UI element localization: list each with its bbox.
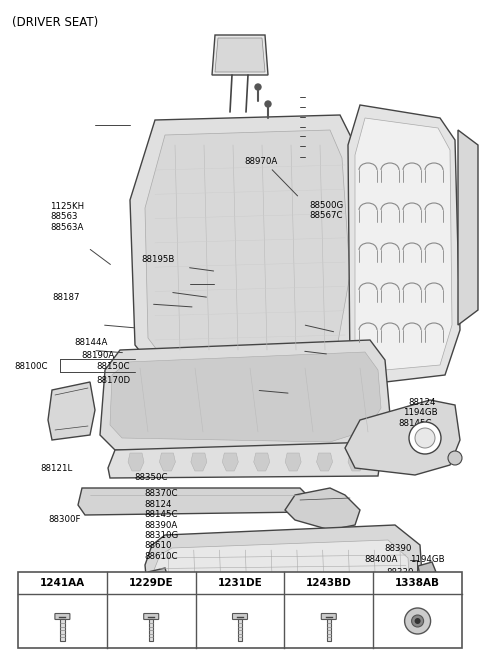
Text: 88100C: 88100C (14, 362, 48, 372)
Text: 88610: 88610 (144, 541, 171, 550)
Bar (18, 572, 462, 648)
Text: 1194GB: 1194GB (403, 408, 438, 417)
Text: 88300F: 88300F (48, 515, 81, 524)
Text: 88350C: 88350C (134, 473, 168, 483)
Polygon shape (370, 605, 408, 638)
Polygon shape (130, 115, 365, 375)
Polygon shape (48, 382, 95, 440)
Bar (60, 619, 65, 641)
Circle shape (415, 618, 420, 624)
Text: 88144A: 88144A (74, 338, 108, 347)
Text: 88370C: 88370C (144, 489, 178, 498)
Text: 88563A: 88563A (50, 223, 84, 232)
Polygon shape (348, 105, 460, 385)
Text: 88190A: 88190A (82, 351, 115, 360)
Polygon shape (159, 453, 175, 471)
Text: 1243BD: 1243BD (306, 578, 352, 588)
Text: 88124: 88124 (144, 500, 171, 509)
Polygon shape (145, 130, 350, 362)
Polygon shape (128, 453, 144, 471)
Polygon shape (317, 453, 333, 471)
Bar (326, 619, 331, 641)
Polygon shape (155, 610, 192, 642)
Text: 88121L: 88121L (41, 464, 73, 473)
Polygon shape (145, 525, 422, 612)
Text: 1338AB: 1338AB (395, 578, 440, 588)
Text: 88124: 88124 (408, 398, 435, 407)
Text: 88390A: 88390A (144, 520, 177, 530)
Circle shape (411, 615, 423, 627)
Polygon shape (225, 610, 268, 640)
Polygon shape (110, 352, 381, 442)
Polygon shape (222, 453, 238, 471)
Polygon shape (215, 38, 265, 72)
Polygon shape (212, 35, 268, 75)
Text: 88400A: 88400A (365, 555, 398, 564)
Text: (DRIVER SEAT): (DRIVER SEAT) (12, 16, 98, 29)
Text: 88195B: 88195B (142, 255, 175, 264)
Circle shape (255, 84, 261, 90)
Polygon shape (355, 118, 452, 372)
Circle shape (415, 428, 435, 448)
Polygon shape (254, 453, 270, 471)
Text: 88145C: 88145C (144, 510, 178, 519)
Circle shape (265, 101, 271, 107)
Text: 1194GB: 1194GB (410, 555, 445, 564)
Text: 1125KH: 1125KH (50, 202, 84, 211)
FancyBboxPatch shape (321, 614, 336, 620)
Text: 88187: 88187 (53, 293, 80, 302)
FancyBboxPatch shape (55, 614, 70, 620)
Polygon shape (100, 340, 390, 455)
Text: 88500G: 88500G (310, 200, 344, 210)
Text: 88150C: 88150C (96, 362, 130, 372)
Text: 88563: 88563 (50, 212, 78, 221)
Text: 1229DE: 1229DE (129, 578, 173, 588)
Text: 88970A: 88970A (245, 157, 278, 167)
Circle shape (409, 422, 441, 454)
Polygon shape (78, 488, 310, 515)
Text: 88390: 88390 (384, 544, 411, 553)
Bar (149, 619, 154, 641)
Polygon shape (418, 562, 436, 576)
Text: 1241AA: 1241AA (40, 578, 85, 588)
Circle shape (448, 451, 462, 465)
Text: 88310G: 88310G (144, 531, 178, 540)
Polygon shape (108, 442, 380, 478)
Bar (238, 619, 242, 641)
Polygon shape (191, 453, 207, 471)
Polygon shape (285, 488, 360, 530)
Circle shape (259, 631, 271, 643)
Polygon shape (285, 453, 301, 471)
FancyBboxPatch shape (144, 614, 159, 620)
Polygon shape (348, 453, 364, 471)
Polygon shape (154, 540, 410, 608)
Text: 88145C: 88145C (398, 419, 432, 428)
Text: 1231DE: 1231DE (217, 578, 263, 588)
Text: 88330: 88330 (386, 567, 414, 577)
Text: 88170D: 88170D (96, 376, 130, 385)
Text: 88610C: 88610C (144, 552, 178, 561)
Polygon shape (148, 568, 168, 582)
Circle shape (405, 608, 431, 634)
Polygon shape (458, 130, 478, 325)
Polygon shape (345, 400, 460, 475)
FancyBboxPatch shape (232, 614, 248, 620)
Text: 88567C: 88567C (310, 211, 343, 220)
